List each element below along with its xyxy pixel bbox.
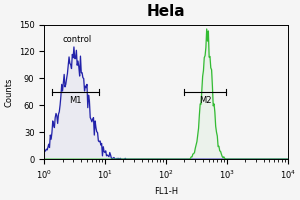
- Y-axis label: Counts: Counts: [4, 77, 13, 107]
- Text: M2: M2: [199, 96, 211, 105]
- Title: Hela: Hela: [147, 4, 185, 19]
- X-axis label: FL1-H: FL1-H: [154, 187, 178, 196]
- Text: control: control: [62, 35, 92, 44]
- Text: M1: M1: [69, 96, 82, 105]
